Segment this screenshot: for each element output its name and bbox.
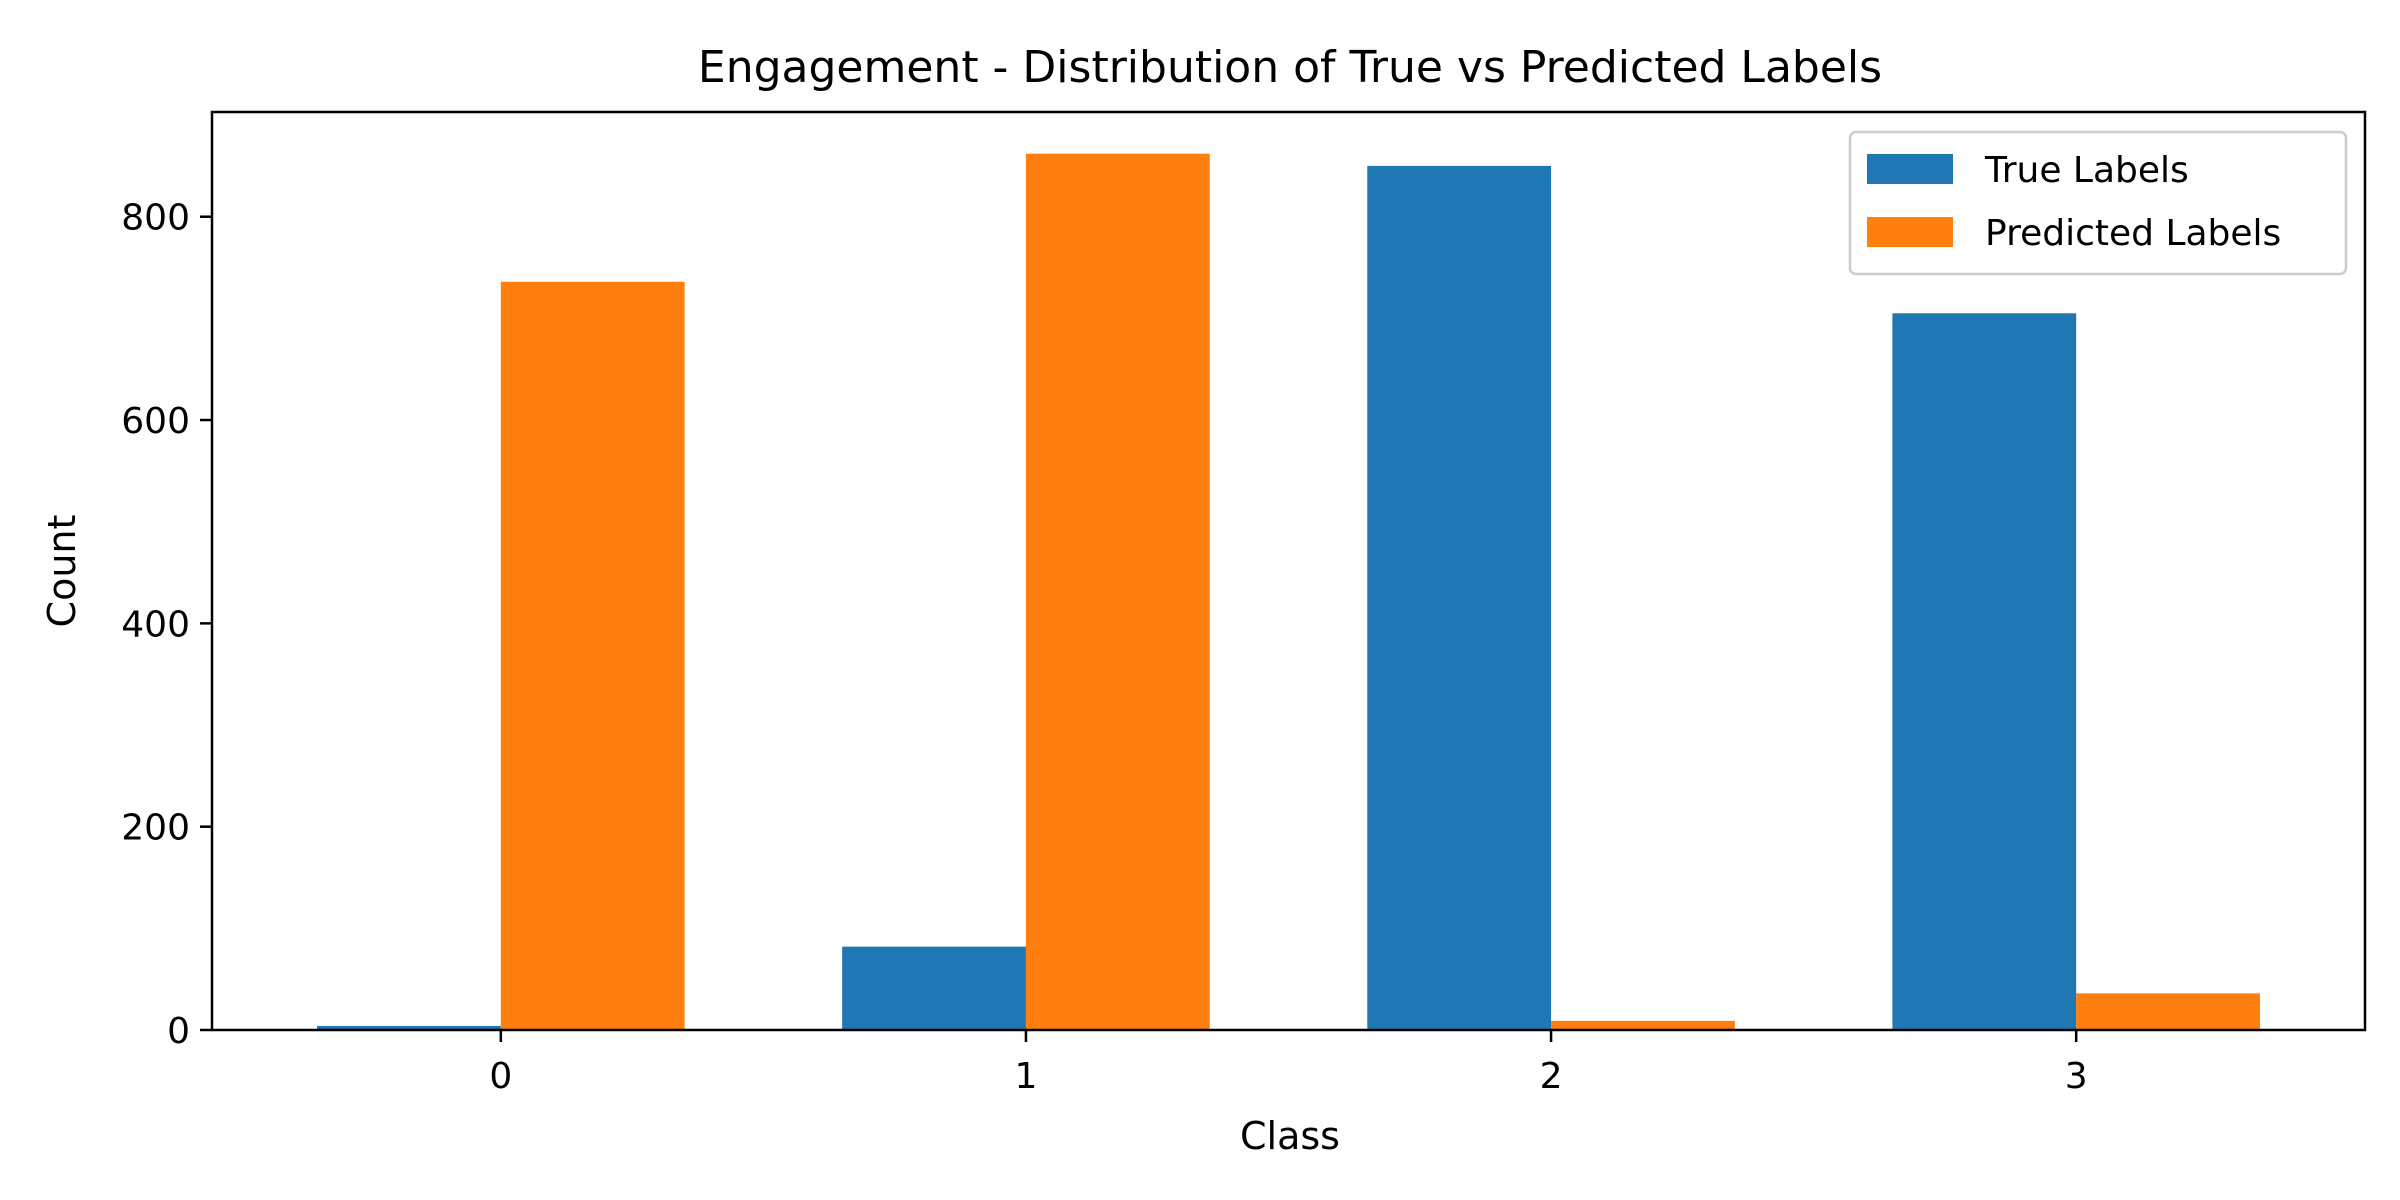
x-axis-title: Class	[1240, 1114, 1340, 1158]
chart-title: Engagement - Distribution of True vs Pre…	[698, 42, 1882, 93]
x-tick-label: 1	[1014, 1056, 1037, 1097]
bar-predicted-labels-class-2	[1551, 1020, 1735, 1030]
bar-true-labels-class-0	[317, 1025, 501, 1030]
legend-swatch	[1867, 154, 1953, 184]
bar-true-labels-class-3	[1892, 313, 2077, 1030]
bar-predicted-labels-class-3	[2076, 993, 2260, 1030]
legend-swatch	[1867, 217, 1953, 247]
legend-label: True Labels	[1984, 150, 2189, 191]
y-axis-title: Count	[40, 515, 84, 628]
legend-box	[1848, 130, 2348, 276]
x-tick-label: 3	[2065, 1056, 2088, 1097]
legend-label: Predicted Labels	[1985, 213, 2281, 254]
y-axis: 0 200 400 600 800	[121, 198, 212, 1052]
y-tick-label: 800	[121, 198, 190, 239]
y-tick-label: 600	[121, 401, 190, 442]
plot-frame	[210, 110, 2367, 1032]
y-tick-label: 200	[121, 808, 190, 849]
bar-predicted-labels-class-0	[500, 281, 685, 1031]
x-tick-label: 0	[489, 1056, 512, 1097]
bar-predicted-labels-class-1	[1025, 153, 1210, 1031]
legend: True Labels Predicted Labels	[1848, 130, 2348, 276]
bars-layer	[317, 153, 2260, 1031]
y-tick-label: 0	[167, 1011, 190, 1052]
bar-true-labels-class-2	[1367, 165, 1552, 1031]
x-axis: 0 1 2 3	[489, 1030, 2088, 1097]
y-tick-label: 400	[121, 604, 190, 645]
bar-true-labels-class-1	[842, 946, 1026, 1030]
x-tick-label: 2	[1540, 1056, 1563, 1097]
